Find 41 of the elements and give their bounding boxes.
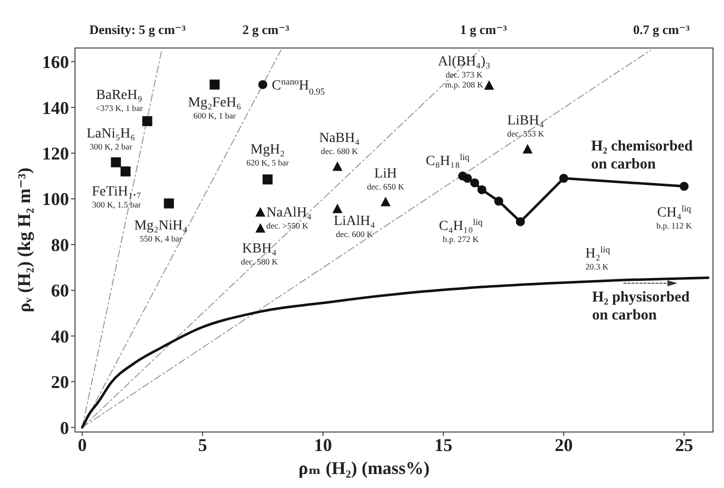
annotation: BaReH₉ <373 K, 1 bar bbox=[96, 88, 144, 114]
series-label: H₂ physisorbed on carbon bbox=[592, 290, 690, 324]
annotation: C₈H₁₈$^{liq}$ bbox=[426, 152, 470, 169]
annotation: Mg₂NiH₄ 550 K, 4 bar bbox=[134, 218, 188, 244]
annotation: LiAlH₄ dec. 600 K bbox=[334, 214, 376, 240]
annotation: Mg₂FeH₆ 600 K, 1 bar bbox=[188, 96, 242, 121]
y-tick-label: 40 bbox=[51, 326, 69, 346]
annotation: KBH₄ dec. 580 K bbox=[240, 242, 279, 267]
annotation: C₄H₁₀$^{liq}$ b.p. 272 K bbox=[438, 217, 484, 244]
y-tick-label: 0 bbox=[60, 418, 69, 438]
y-tick-label: 160 bbox=[42, 52, 69, 72]
annotation: LiH dec. 650 K bbox=[367, 166, 405, 192]
series-label: H₂ chemisorbed on carbon bbox=[591, 138, 694, 172]
annotation: NaBH₄ dec. 680 K bbox=[319, 130, 360, 156]
annotation: CH₄$^{liq}$ b.p. 112 K bbox=[656, 203, 693, 230]
annotation: 0.7 g cm⁻³ bbox=[633, 22, 690, 37]
annotation: Al(BH₄)₃ dec. 373 K m.p. 208 K bbox=[438, 54, 490, 90]
x-tick-label: 25 bbox=[675, 434, 694, 455]
annotation: LiBH₄ dec. 553 K bbox=[507, 113, 546, 138]
annotation: NaAlH₄ dec. >550 K bbox=[266, 206, 312, 231]
x-tick-label: 0 bbox=[78, 434, 87, 455]
y-tick-label: 60 bbox=[51, 280, 69, 301]
y-tick-label: 100 bbox=[42, 189, 69, 210]
annotation: H₂$^{liq}$ 20.3 K bbox=[585, 244, 610, 272]
annotation: LaNi₅H₆ 300 K, 2 bar bbox=[86, 126, 136, 152]
y-tick-label: 120 bbox=[42, 144, 69, 164]
x-axis-title: ρₘ (H₂) (mass%) bbox=[298, 458, 430, 478]
annotation: 1 g cm⁻³ bbox=[460, 22, 507, 37]
y-tick-label: 140 bbox=[42, 98, 69, 118]
annotation: FeTiH₁.₇ 300 K, 1.5 bar bbox=[92, 184, 142, 210]
annotation: MgH₂ 620 K, 5 bar bbox=[246, 142, 290, 168]
y-axis-title: ρᵥ (H₂) (kg H₂ m⁻³) bbox=[14, 168, 34, 312]
y-tick-label: 20 bbox=[51, 372, 69, 392]
annotation: Density: 5 g cm⁻³ bbox=[89, 22, 186, 37]
annotation: 2 g cm⁻³ bbox=[242, 22, 290, 37]
x-tick-label: 20 bbox=[554, 434, 573, 455]
x-tick-label: 10 bbox=[314, 434, 332, 455]
annotation: C$^{nano}$H$_{0.95}$ bbox=[272, 76, 326, 97]
y-tick-label: 80 bbox=[51, 234, 69, 255]
x-tick-label: 5 bbox=[198, 434, 208, 455]
x-tick-label: 15 bbox=[434, 434, 452, 455]
